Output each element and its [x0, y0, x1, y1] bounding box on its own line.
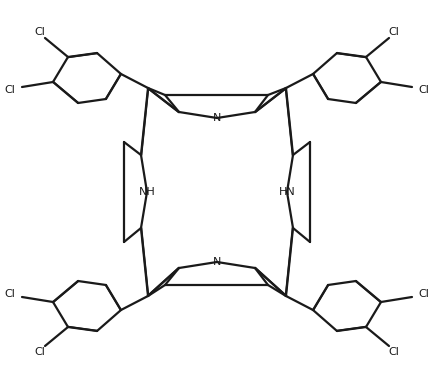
Text: N: N [213, 113, 221, 123]
Text: N: N [213, 257, 221, 267]
Text: Cl: Cl [5, 289, 16, 299]
Text: Cl: Cl [418, 85, 429, 95]
Text: Cl: Cl [35, 347, 46, 357]
Text: HN: HN [279, 187, 296, 197]
Text: NH: NH [138, 187, 155, 197]
Text: Cl: Cl [388, 27, 399, 37]
Text: Cl: Cl [5, 85, 16, 95]
Text: Cl: Cl [35, 27, 46, 37]
Text: Cl: Cl [418, 289, 429, 299]
Text: Cl: Cl [388, 347, 399, 357]
